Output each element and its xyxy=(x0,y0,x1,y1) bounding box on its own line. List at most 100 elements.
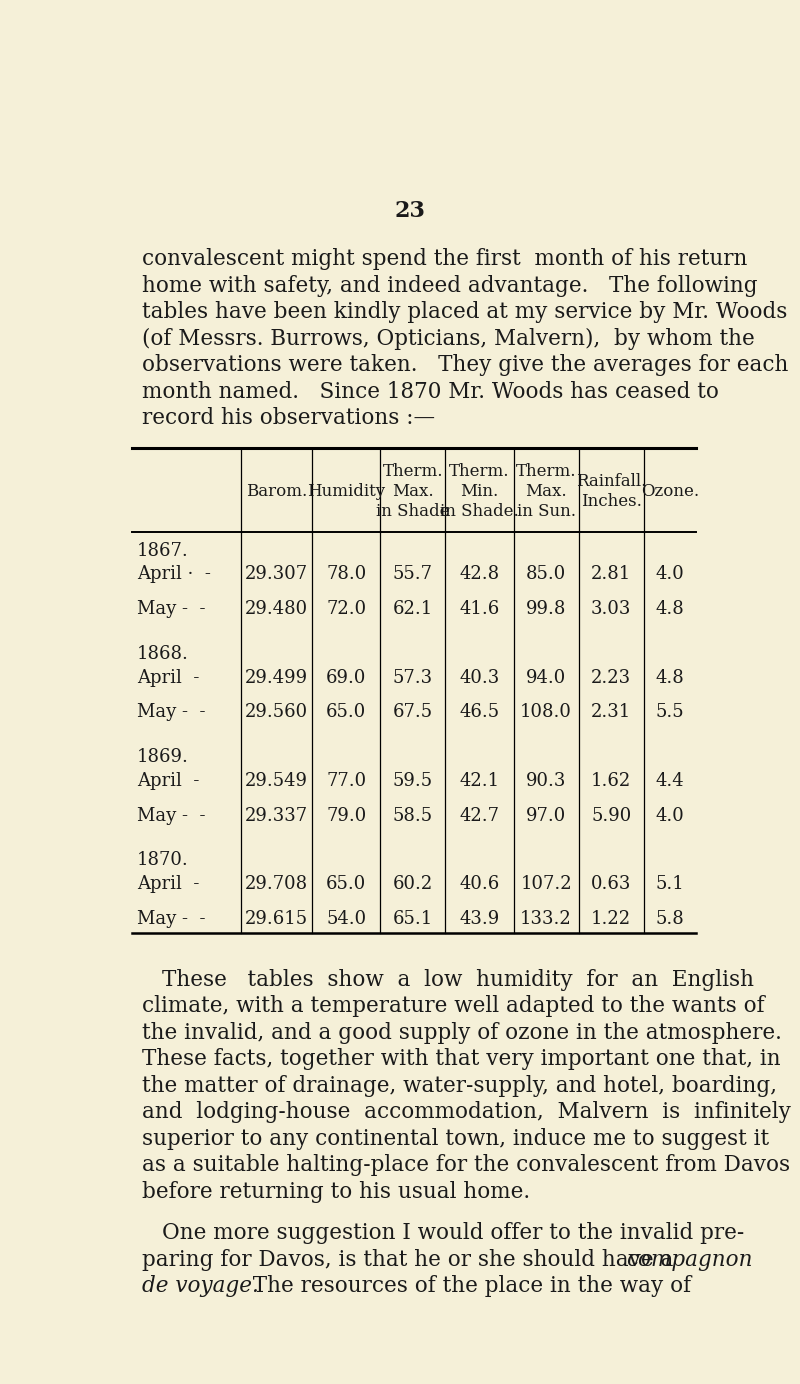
Text: Therm.: Therm. xyxy=(516,464,576,480)
Text: 4.8: 4.8 xyxy=(656,601,685,619)
Text: in Sun.: in Sun. xyxy=(517,502,575,520)
Text: home with safety, and indeed advantage.   The following: home with safety, and indeed advantage. … xyxy=(142,274,758,296)
Text: 59.5: 59.5 xyxy=(393,772,433,790)
Text: (of Messrs. Burrows, Opticians, Malvern),  by whom the: (of Messrs. Burrows, Opticians, Malvern)… xyxy=(142,328,755,350)
Text: 5.5: 5.5 xyxy=(656,703,685,721)
Text: 133.2: 133.2 xyxy=(520,909,572,927)
Text: 4.0: 4.0 xyxy=(656,565,685,583)
Text: 79.0: 79.0 xyxy=(326,807,366,825)
Text: 29.615: 29.615 xyxy=(245,909,308,927)
Text: 65.0: 65.0 xyxy=(326,703,366,721)
Text: 1870.: 1870. xyxy=(138,851,189,869)
Text: 46.5: 46.5 xyxy=(459,703,499,721)
Text: 5.90: 5.90 xyxy=(591,807,631,825)
Text: Rainfall.: Rainfall. xyxy=(576,473,646,490)
Text: 99.8: 99.8 xyxy=(526,601,566,619)
Text: and  lodging-house  accommodation,  Malvern  is  infinitely: and lodging-house accommodation, Malvern… xyxy=(142,1102,791,1124)
Text: 1.62: 1.62 xyxy=(591,772,631,790)
Text: These   tables  show  a  low  humidity  for  an  English: These tables show a low humidity for an … xyxy=(162,969,754,991)
Text: Inches.: Inches. xyxy=(581,493,642,511)
Text: 0.63: 0.63 xyxy=(591,875,631,893)
Text: April  -: April - xyxy=(138,875,199,893)
Text: paring for Davos, is that he or she should have a: paring for Davos, is that he or she shou… xyxy=(142,1248,681,1271)
Text: tables have been kindly placed at my service by Mr. Woods: tables have been kindly placed at my ser… xyxy=(142,302,787,322)
Text: 67.5: 67.5 xyxy=(393,703,433,721)
Text: 4.0: 4.0 xyxy=(656,807,685,825)
Text: 60.2: 60.2 xyxy=(393,875,433,893)
Text: 29.549: 29.549 xyxy=(245,772,308,790)
Text: May -  -: May - - xyxy=(138,601,206,619)
Text: Max.: Max. xyxy=(526,483,567,500)
Text: 5.1: 5.1 xyxy=(656,875,685,893)
Text: 65.0: 65.0 xyxy=(326,875,366,893)
Text: observations were taken.   They give the averages for each: observations were taken. They give the a… xyxy=(142,354,789,376)
Text: 29.499: 29.499 xyxy=(245,668,308,686)
Text: 40.6: 40.6 xyxy=(459,875,499,893)
Text: 2.23: 2.23 xyxy=(591,668,631,686)
Text: 42.8: 42.8 xyxy=(459,565,499,583)
Text: month named.   Since 1870 Mr. Woods has ceased to: month named. Since 1870 Mr. Woods has ce… xyxy=(142,381,719,403)
Text: 23: 23 xyxy=(394,201,426,223)
Text: 41.6: 41.6 xyxy=(459,601,499,619)
Text: 57.3: 57.3 xyxy=(393,668,433,686)
Text: before returning to his usual home.: before returning to his usual home. xyxy=(142,1181,530,1203)
Text: April  -: April - xyxy=(138,772,199,790)
Text: 4.4: 4.4 xyxy=(656,772,685,790)
Text: 108.0: 108.0 xyxy=(520,703,572,721)
Text: the matter of drainage, water-supply, and hotel, boarding,: the matter of drainage, water-supply, an… xyxy=(142,1075,777,1096)
Text: 78.0: 78.0 xyxy=(326,565,366,583)
Text: in Shade.: in Shade. xyxy=(440,502,519,520)
Text: 42.1: 42.1 xyxy=(459,772,499,790)
Text: 1869.: 1869. xyxy=(138,747,189,765)
Text: 29.337: 29.337 xyxy=(245,807,308,825)
Text: 29.307: 29.307 xyxy=(245,565,308,583)
Text: 72.0: 72.0 xyxy=(326,601,366,619)
Text: 69.0: 69.0 xyxy=(326,668,366,686)
Text: 29.708: 29.708 xyxy=(245,875,308,893)
Text: Min.: Min. xyxy=(460,483,498,500)
Text: the invalid, and a good supply of ozone in the atmosphere.: the invalid, and a good supply of ozone … xyxy=(142,1021,782,1044)
Text: Therm.: Therm. xyxy=(449,464,510,480)
Text: 40.3: 40.3 xyxy=(459,668,499,686)
Text: The resources of the place in the way of: The resources of the place in the way of xyxy=(239,1275,691,1297)
Text: May -  -: May - - xyxy=(138,703,206,721)
Text: Therm.: Therm. xyxy=(382,464,443,480)
Text: convalescent might spend the first  month of his return: convalescent might spend the first month… xyxy=(142,248,747,270)
Text: Max.: Max. xyxy=(392,483,434,500)
Text: record his observations :—: record his observations :— xyxy=(142,407,435,429)
Text: 94.0: 94.0 xyxy=(526,668,566,686)
Text: April  -: April - xyxy=(138,668,199,686)
Text: 1868.: 1868. xyxy=(138,645,189,663)
Text: 29.560: 29.560 xyxy=(245,703,308,721)
Text: 107.2: 107.2 xyxy=(520,875,572,893)
Text: superior to any continental town, induce me to suggest it: superior to any continental town, induce… xyxy=(142,1128,770,1150)
Text: 43.9: 43.9 xyxy=(459,909,499,927)
Text: 4.8: 4.8 xyxy=(656,668,685,686)
Text: 55.7: 55.7 xyxy=(393,565,433,583)
Text: Ozone.: Ozone. xyxy=(641,483,699,500)
Text: 42.7: 42.7 xyxy=(459,807,499,825)
Text: 2.31: 2.31 xyxy=(591,703,631,721)
Text: April ·  -: April · - xyxy=(138,565,211,583)
Text: 77.0: 77.0 xyxy=(326,772,366,790)
Text: compagnon: compagnon xyxy=(626,1248,753,1271)
Text: in Shade: in Shade xyxy=(376,502,450,520)
Text: 1.22: 1.22 xyxy=(591,909,631,927)
Text: May -  -: May - - xyxy=(138,807,206,825)
Text: 3.03: 3.03 xyxy=(591,601,631,619)
Text: 97.0: 97.0 xyxy=(526,807,566,825)
Text: 58.5: 58.5 xyxy=(393,807,433,825)
Text: 90.3: 90.3 xyxy=(526,772,566,790)
Text: 65.1: 65.1 xyxy=(393,909,433,927)
Text: One more suggestion I would offer to the invalid pre-: One more suggestion I would offer to the… xyxy=(162,1222,744,1244)
Text: Humidity: Humidity xyxy=(307,483,386,500)
Text: 54.0: 54.0 xyxy=(326,909,366,927)
Text: 85.0: 85.0 xyxy=(526,565,566,583)
Text: These facts, together with that very important one that, in: These facts, together with that very imp… xyxy=(142,1048,781,1070)
Text: as a suitable halting-place for the convalescent from Davos: as a suitable halting-place for the conv… xyxy=(142,1154,790,1176)
Text: 1867.: 1867. xyxy=(138,541,189,559)
Text: 62.1: 62.1 xyxy=(393,601,433,619)
Text: Barom.: Barom. xyxy=(246,483,307,500)
Text: 29.480: 29.480 xyxy=(245,601,308,619)
Text: de voyage.: de voyage. xyxy=(142,1275,259,1297)
